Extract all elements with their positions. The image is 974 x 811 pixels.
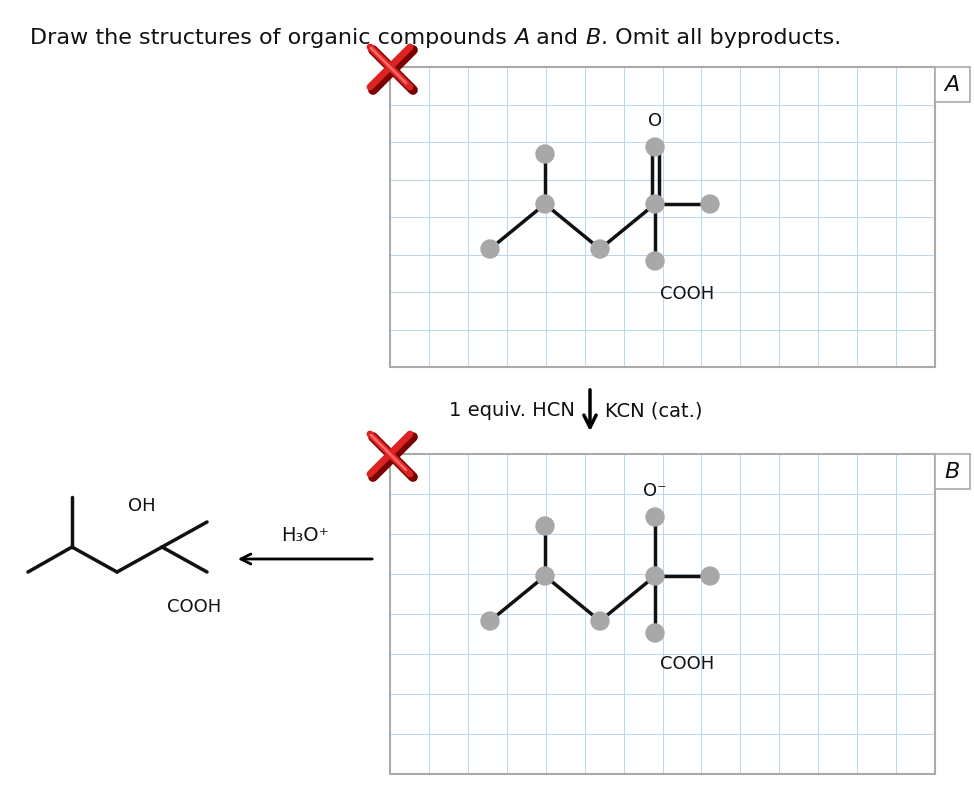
Circle shape: [701, 195, 719, 214]
Circle shape: [646, 624, 664, 642]
Bar: [390, 68, 935, 367]
Circle shape: [536, 568, 554, 586]
Text: A: A: [514, 28, 529, 48]
Circle shape: [646, 508, 664, 526]
Text: H₃O⁺: H₃O⁺: [281, 526, 329, 544]
Text: and: and: [529, 28, 585, 48]
Circle shape: [591, 612, 609, 630]
Bar: [390, 454, 935, 774]
Circle shape: [646, 568, 664, 586]
Text: B: B: [945, 461, 959, 482]
Text: . Omit all byproducts.: . Omit all byproducts.: [601, 28, 841, 48]
Bar: [390, 68, 935, 367]
Circle shape: [536, 517, 554, 535]
Circle shape: [481, 612, 499, 630]
Text: 1 equiv. HCN: 1 equiv. HCN: [449, 401, 575, 420]
Circle shape: [536, 195, 554, 214]
Circle shape: [591, 241, 609, 259]
Text: OH: OH: [129, 496, 156, 514]
Bar: [390, 454, 935, 774]
Circle shape: [701, 568, 719, 586]
Text: Draw the structures of organic compounds: Draw the structures of organic compounds: [30, 28, 514, 48]
Circle shape: [646, 195, 664, 214]
Bar: [935, 454, 970, 489]
Text: COOH: COOH: [167, 597, 221, 616]
Text: COOH: COOH: [660, 285, 714, 303]
Text: COOH: COOH: [660, 654, 714, 672]
Circle shape: [646, 253, 664, 271]
Bar: [935, 68, 970, 103]
Circle shape: [646, 139, 664, 157]
Text: KCN (cat.): KCN (cat.): [605, 401, 702, 420]
Text: B: B: [585, 28, 601, 48]
Text: O: O: [648, 112, 662, 130]
Text: A: A: [945, 75, 959, 95]
Circle shape: [536, 146, 554, 164]
Circle shape: [481, 241, 499, 259]
Text: O⁻: O⁻: [643, 482, 667, 500]
